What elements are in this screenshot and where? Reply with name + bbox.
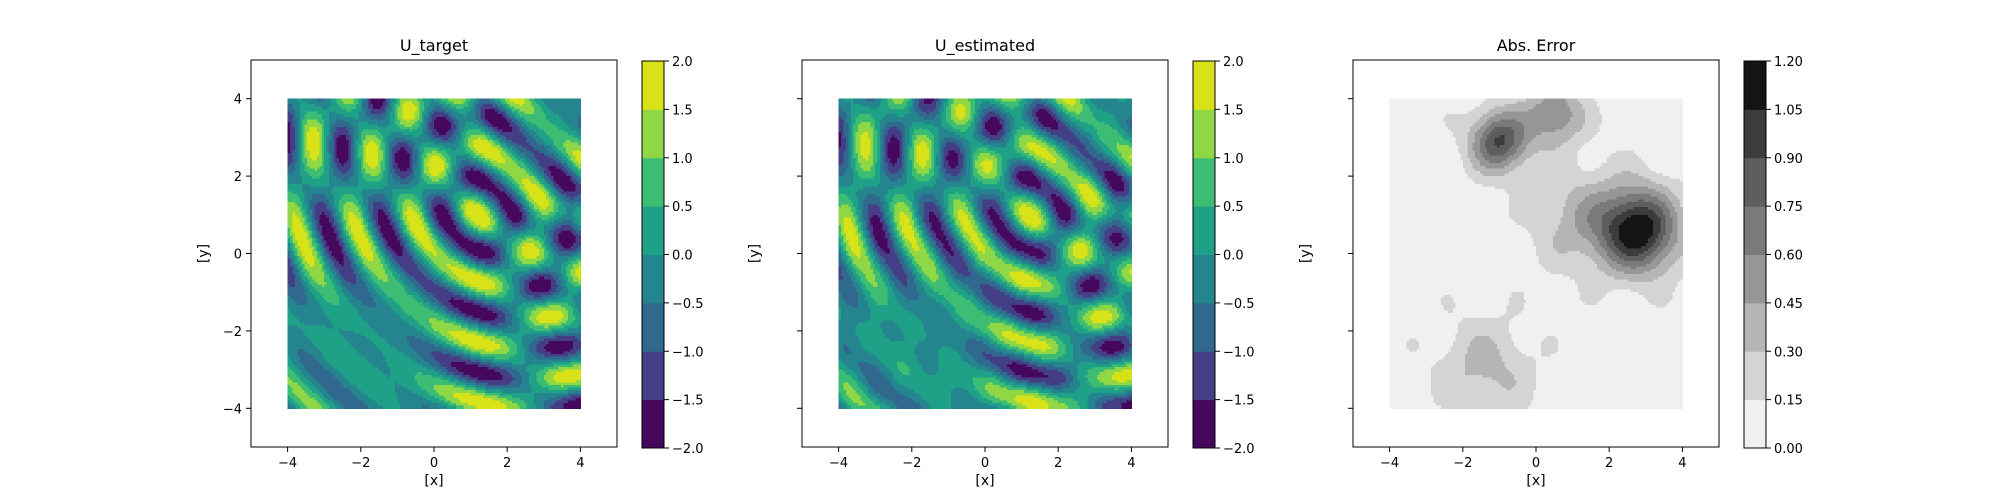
y-axis-label: [y] <box>747 244 763 263</box>
colorbar-tick-label: 0.0 <box>672 249 693 264</box>
chart-panel-1: U_target −4 −2 0 2 4 −4 −2 0 2 4 [x] [y] −2.0 −1.5 −1.0… <box>196 36 704 489</box>
y-axis-label: [y] <box>1298 244 1314 263</box>
colorbar-band <box>642 61 664 110</box>
colorbar-tick-label: 1.0 <box>672 152 693 167</box>
colorbar-tick-label: 1.5 <box>672 103 693 118</box>
x-tick-label: 2 <box>1054 456 1062 471</box>
x-tick-label: −2 <box>1453 456 1472 471</box>
colorbar: −2.0 −1.5 −1.0 −0.5 0.0 0.5 1.0 1.5 2.0 <box>642 55 704 457</box>
y-tick-label: 2 <box>234 170 242 185</box>
colorbar-band <box>1193 351 1215 400</box>
colorbar-band <box>1193 255 1215 304</box>
colorbar-tick-label: −1.0 <box>672 345 704 360</box>
colorbar-tick-label: 2.0 <box>1223 55 1244 70</box>
colorbar-band <box>1744 255 1766 304</box>
colorbar-band <box>642 109 664 158</box>
colorbar-band <box>642 400 664 449</box>
colorbar-band <box>1744 109 1766 158</box>
colorbar: 0.00 0.15 0.30 0.45 0.60 0.75 0.90 1.05 1.20 <box>1744 55 1803 457</box>
colorbar-tick-label: 1.20 <box>1774 55 1803 70</box>
chart-title: Abs. Error <box>1497 36 1576 55</box>
colorbar-tick-label: −0.5 <box>1223 297 1255 312</box>
contour-field <box>839 99 1132 409</box>
colorbar-tick-label: 2.0 <box>672 55 693 70</box>
colorbar-band <box>1193 61 1215 110</box>
x-axis-label: [x] <box>975 473 994 489</box>
colorbar-tick-label: 0.5 <box>672 200 693 215</box>
colorbar-band <box>642 351 664 400</box>
colorbar-tick-label: 0.00 <box>1774 442 1803 457</box>
colorbar-band <box>1744 158 1766 207</box>
contour-field <box>288 99 581 409</box>
colorbar-band <box>1193 400 1215 449</box>
x-tick-label: 2 <box>503 456 511 471</box>
colorbar-band <box>642 158 664 207</box>
colorbar-band <box>1744 303 1766 352</box>
y-tick-label: 0 <box>234 248 242 263</box>
colorbar-tick-label: 0.15 <box>1774 394 1803 409</box>
x-tick-label: 0 <box>1532 456 1540 471</box>
chart-panel-3: Abs. Error−4 −2 0 2 4[x][y]0.000.150.300.450… <box>1298 36 1803 489</box>
colorbar: −2.0 −1.5 −1.0 −0.5 0.0 0.5 1.0 1.5 2.0 <box>1193 55 1255 457</box>
contour-field <box>1390 99 1683 409</box>
colorbar-tick-label: 1.05 <box>1774 103 1803 118</box>
x-tick-label: −2 <box>902 456 921 471</box>
colorbar-tick-label: −0.5 <box>672 297 704 312</box>
y-axis-label: [y] <box>196 244 212 263</box>
x-tick-label: 4 <box>576 456 584 471</box>
colorbar-band <box>642 303 664 352</box>
colorbar-tick-label: −1.5 <box>672 394 704 409</box>
x-axis-label: [x] <box>1526 473 1545 489</box>
colorbar-tick-label: −1.0 <box>1223 345 1255 360</box>
colorbar-tick-label: 0.0 <box>1223 249 1244 264</box>
chart-title: U_estimated <box>935 36 1035 56</box>
colorbar-tick-label: 0.5 <box>1223 200 1244 215</box>
x-tick-label: −4 <box>829 456 848 471</box>
colorbar-tick-label: 0.30 <box>1774 345 1803 360</box>
colorbar-tick-label: 1.5 <box>1223 103 1244 118</box>
x-tick-label: −2 <box>351 456 370 471</box>
colorbar-tick-label: −2.0 <box>1223 442 1255 457</box>
colorbar-tick-label: 0.60 <box>1774 249 1803 264</box>
colorbar-band <box>642 206 664 255</box>
x-tick-label: −4 <box>278 456 297 471</box>
colorbar-band <box>1193 109 1215 158</box>
colorbar-band <box>1193 303 1215 352</box>
colorbar-band <box>1744 400 1766 449</box>
colorbar-tick-label: 0.90 <box>1774 152 1803 167</box>
colorbar-tick-label: 0.45 <box>1774 297 1803 312</box>
y-tick-label: −2 <box>223 325 242 340</box>
colorbar-tick-label: 0.75 <box>1774 200 1803 215</box>
x-tick-label: 0 <box>430 456 438 471</box>
colorbar-band <box>1744 61 1766 110</box>
x-tick-label: −4 <box>1380 456 1399 471</box>
colorbar-band <box>1744 206 1766 255</box>
y-tick-label: −4 <box>223 402 242 417</box>
x-tick-label: 2 <box>1605 456 1613 471</box>
colorbar-tick-label: −2.0 <box>672 442 704 457</box>
colorbar-tick-label: 1.0 <box>1223 152 1244 167</box>
x-tick-label: 0 <box>981 456 989 471</box>
y-tick-label: 4 <box>234 93 242 108</box>
chart-title: U_target <box>400 36 468 56</box>
x-axis-label: [x] <box>424 473 443 489</box>
x-tick-label: 4 <box>1678 456 1686 471</box>
x-tick-label: 4 <box>1127 456 1135 471</box>
colorbar-band <box>1193 206 1215 255</box>
colorbar-band <box>642 255 664 304</box>
colorbar-tick-label: −1.5 <box>1223 394 1255 409</box>
colorbar-band <box>1193 158 1215 207</box>
chart-panel-2: U_estimated −4 −2 0 2 4 [x] [y] −2.0 −1.5 −1.0 −0.5… <box>747 36 1255 489</box>
colorbar-band <box>1744 351 1766 400</box>
